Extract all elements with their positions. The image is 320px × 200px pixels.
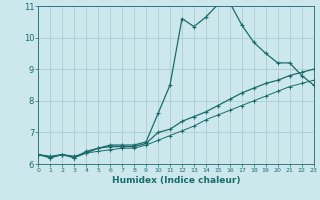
X-axis label: Humidex (Indice chaleur): Humidex (Indice chaleur) [112,176,240,185]
